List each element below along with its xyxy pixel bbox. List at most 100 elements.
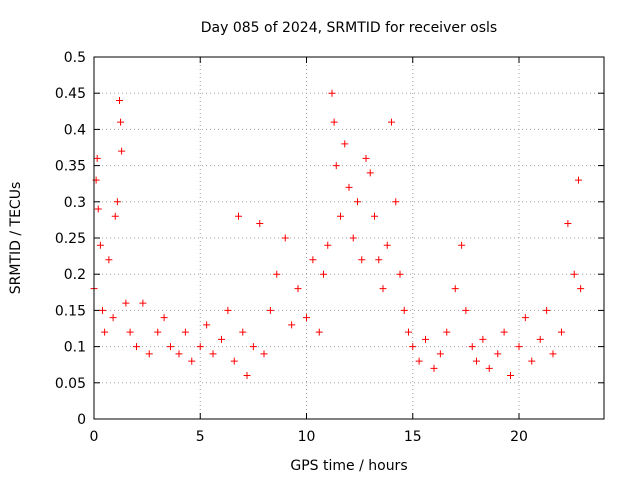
data-point bbox=[113, 198, 121, 206]
data-point bbox=[203, 321, 211, 329]
data-point bbox=[515, 343, 523, 351]
data-point bbox=[392, 198, 400, 206]
y-axis-ticks: 0 0.05 0.1 0.15 0.2 0.25 0.3 0.35 0.4 0.45 0.5 bbox=[55, 50, 604, 428]
y-tick-label: 0.45 bbox=[55, 86, 86, 102]
data-point bbox=[575, 176, 582, 184]
data-point bbox=[415, 357, 423, 365]
y-tick-label: 0 bbox=[77, 412, 86, 428]
data-point bbox=[383, 241, 391, 249]
data-point bbox=[400, 306, 408, 314]
data-point bbox=[462, 306, 470, 314]
data-point bbox=[188, 357, 196, 365]
data-point bbox=[117, 118, 125, 126]
data-point bbox=[570, 270, 578, 278]
data-point bbox=[235, 212, 242, 220]
data-point bbox=[94, 205, 102, 213]
data-point bbox=[379, 285, 387, 293]
data-point bbox=[436, 350, 444, 358]
data-point bbox=[362, 154, 370, 162]
data-point bbox=[154, 328, 162, 336]
data-point bbox=[243, 372, 251, 380]
data-point bbox=[122, 299, 130, 307]
data-point bbox=[116, 96, 123, 104]
data-point bbox=[126, 328, 134, 336]
data-point bbox=[354, 198, 361, 206]
data-point bbox=[388, 118, 395, 126]
data-point bbox=[443, 328, 451, 336]
data-point bbox=[218, 335, 225, 343]
data-point bbox=[528, 357, 536, 365]
data-point bbox=[536, 335, 544, 343]
data-point bbox=[196, 343, 204, 351]
data-point bbox=[422, 335, 429, 343]
data-point bbox=[473, 357, 480, 365]
data-point bbox=[139, 299, 147, 307]
data-point bbox=[239, 328, 247, 336]
plot-frame bbox=[93, 56, 605, 420]
x-tick-label: 5 bbox=[196, 429, 205, 445]
y-tick-label: 0.05 bbox=[55, 376, 86, 392]
data-point bbox=[337, 212, 344, 220]
data-point bbox=[500, 328, 508, 336]
data-point bbox=[105, 256, 113, 264]
x-tick-label: 0 bbox=[90, 429, 99, 445]
data-point bbox=[266, 306, 274, 314]
y-tick-label: 0.5 bbox=[64, 50, 86, 66]
y-tick-label: 0.15 bbox=[55, 303, 86, 319]
data-point bbox=[96, 241, 104, 249]
data-point bbox=[249, 343, 257, 351]
data-point bbox=[324, 241, 332, 249]
data-point bbox=[468, 343, 476, 351]
data-point bbox=[160, 314, 168, 322]
data-point bbox=[577, 285, 585, 293]
data-point bbox=[167, 343, 174, 351]
data-point bbox=[224, 306, 232, 314]
data-point bbox=[118, 147, 126, 155]
data-points bbox=[90, 89, 585, 380]
data-point bbox=[371, 212, 378, 220]
grid-lines bbox=[94, 57, 604, 419]
data-point bbox=[288, 321, 296, 329]
data-point bbox=[315, 328, 323, 336]
data-point bbox=[273, 270, 281, 278]
data-point bbox=[175, 350, 183, 358]
data-point bbox=[328, 89, 336, 97]
data-point bbox=[543, 306, 551, 314]
data-point bbox=[145, 350, 153, 358]
data-point bbox=[507, 372, 514, 380]
y-tick-label: 0.4 bbox=[64, 122, 86, 138]
y-axis-label: SRMTID / TECUs bbox=[8, 182, 24, 295]
data-point bbox=[366, 169, 374, 177]
data-point bbox=[256, 220, 264, 228]
data-point bbox=[564, 220, 572, 228]
x-tick-label: 10 bbox=[298, 429, 316, 445]
data-point bbox=[133, 343, 140, 351]
data-point bbox=[181, 328, 189, 336]
data-point bbox=[451, 285, 459, 293]
y-tick-label: 0.25 bbox=[55, 231, 86, 247]
data-point bbox=[345, 183, 353, 191]
data-point bbox=[409, 343, 417, 351]
data-point bbox=[330, 118, 338, 126]
data-point bbox=[521, 314, 529, 322]
data-point bbox=[260, 350, 268, 358]
data-point bbox=[303, 314, 310, 322]
data-point bbox=[209, 350, 217, 358]
y-tick-label: 0.1 bbox=[64, 340, 86, 356]
data-point bbox=[405, 328, 412, 336]
data-point bbox=[111, 212, 119, 220]
data-point bbox=[99, 306, 106, 314]
data-point bbox=[430, 364, 438, 372]
data-point bbox=[396, 270, 404, 278]
y-tick-label: 0.35 bbox=[55, 159, 86, 175]
data-point bbox=[109, 314, 117, 322]
data-point bbox=[101, 328, 109, 336]
data-point bbox=[230, 357, 238, 365]
data-point bbox=[320, 270, 327, 278]
data-point bbox=[558, 328, 565, 336]
x-tick-label: 20 bbox=[510, 429, 528, 445]
chart-title: Day 085 of 2024, SRMTID for receiver osl… bbox=[201, 20, 497, 36]
y-tick-label: 0.3 bbox=[64, 195, 86, 211]
y-tick-label: 0.2 bbox=[64, 267, 86, 283]
